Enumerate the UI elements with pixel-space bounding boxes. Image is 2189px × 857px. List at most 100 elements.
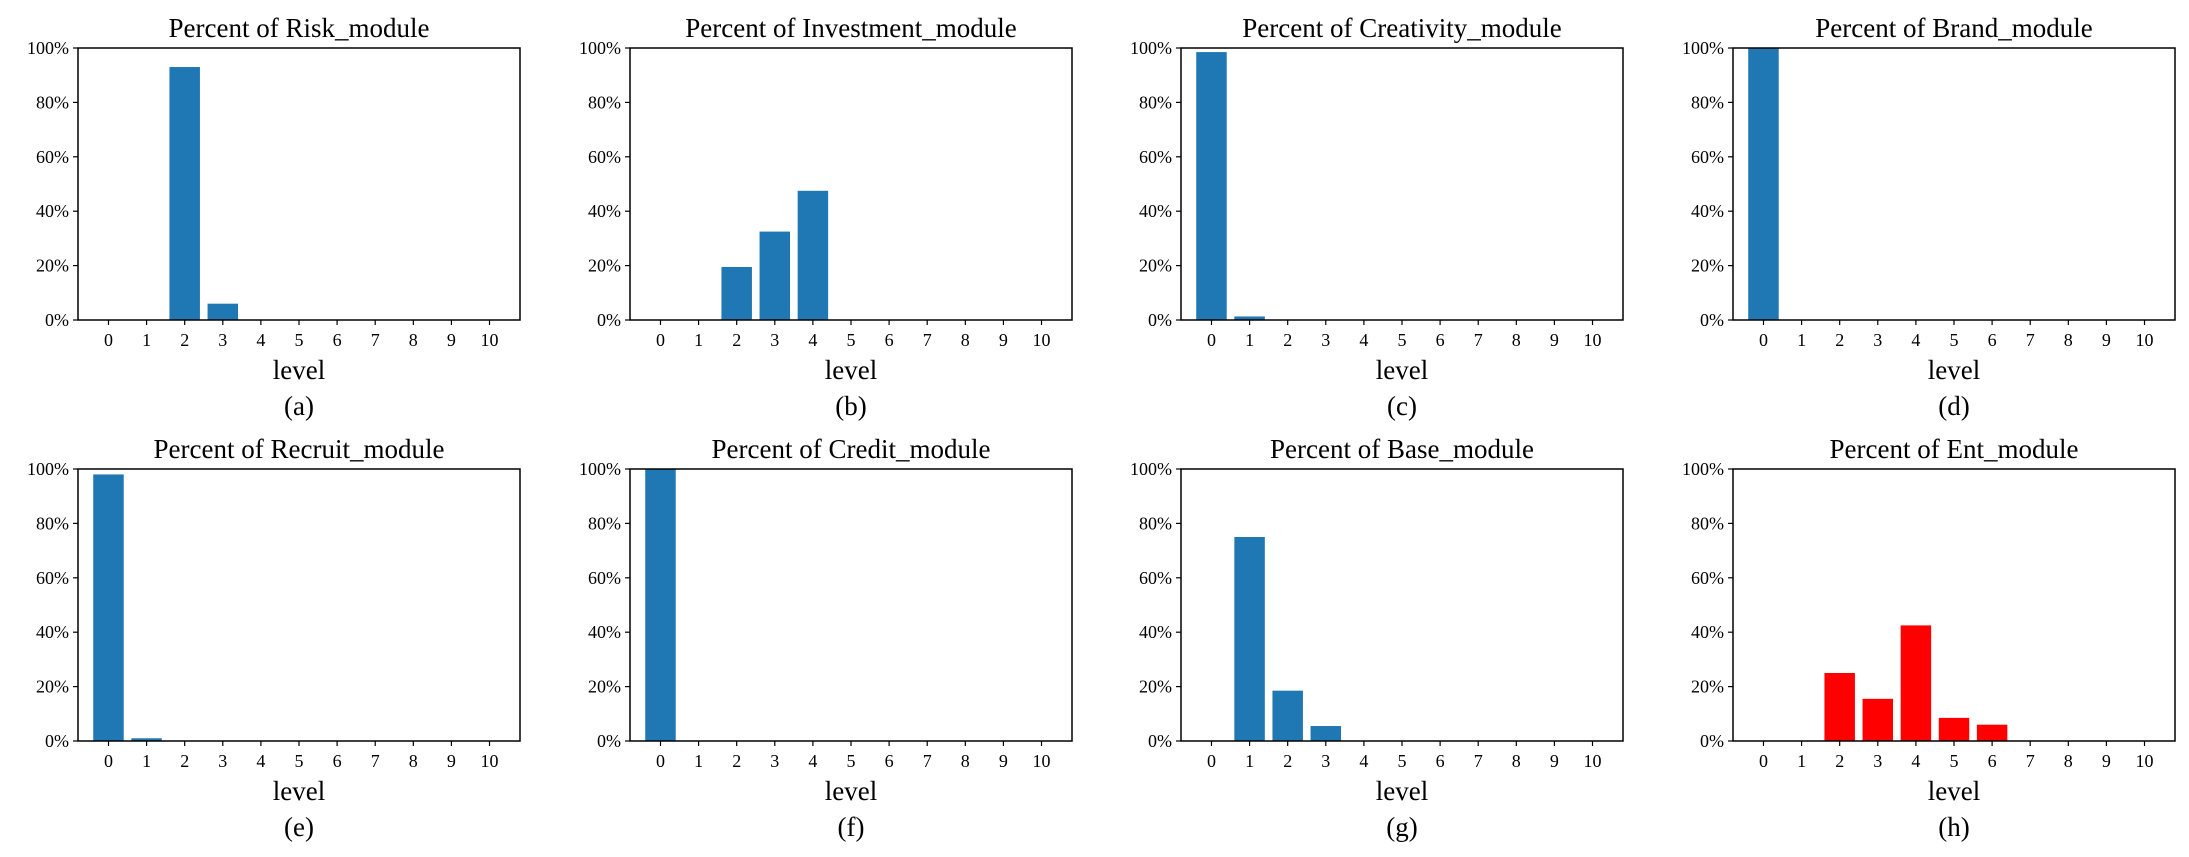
x-tick-label: 6: [333, 330, 342, 350]
x-tick-label: 2: [1835, 751, 1844, 771]
y-tick-label: 20%: [1691, 256, 1724, 276]
y-tick-label: 80%: [1139, 92, 1172, 112]
x-tick-label: 9: [1550, 330, 1559, 350]
x-tick-label: 2: [1283, 330, 1292, 350]
chart-panel-6: 0% 20% 40% 60% 80% 100% 0 1 2 3 4 5 6 7 8 9 10 Percent of…: [1130, 434, 1624, 842]
y-tick-label: 0%: [1700, 310, 1724, 330]
bar-level-4: [797, 190, 829, 320]
subplot-caption: (f): [838, 812, 865, 842]
y-tick-label: 20%: [1139, 256, 1172, 276]
bar-level-2: [721, 266, 752, 320]
chart-title: Percent of Credit_module: [712, 434, 991, 464]
x-tick-label: 5: [295, 751, 304, 771]
x-tick-label: 9: [999, 751, 1008, 771]
x-tick-label: 10: [2136, 751, 2154, 771]
y-tick-label: 40%: [588, 201, 621, 221]
y-tick-label: 60%: [1139, 147, 1172, 167]
chart-title: Percent of Creativity_module: [1242, 13, 1561, 43]
x-tick-label: 6: [1988, 330, 1997, 350]
subplot-caption: (h): [1938, 812, 1969, 842]
x-tick-label: 5: [1950, 330, 1959, 350]
y-tick-label: 80%: [1691, 92, 1724, 112]
y-tick-label: 80%: [36, 513, 69, 533]
subplot-caption: (g): [1386, 812, 1417, 842]
bar-level-2: [1272, 690, 1303, 741]
x-axis-label: level: [273, 355, 325, 385]
subplot-caption: (b): [835, 391, 866, 421]
x-tick-label: 2: [180, 330, 189, 350]
y-tick-label: 100%: [1682, 38, 1724, 58]
x-tick-label: 9: [2102, 751, 2111, 771]
subplot-caption: (e): [284, 812, 314, 842]
chart-panel-5: 0% 20% 40% 60% 80% 100% 0 1 2 3 4 5 6 7 8 9 10 Percent of…: [579, 434, 1073, 842]
bar-level-1: [1234, 537, 1265, 741]
subplot-caption: (c): [1387, 391, 1417, 421]
x-tick-label: 0: [1759, 330, 1768, 350]
x-tick-label: 5: [1398, 751, 1407, 771]
y-tick-label: 0%: [1148, 731, 1172, 751]
plot-frame: [629, 468, 1073, 742]
y-tick-label: 80%: [588, 513, 621, 533]
x-tick-label: 8: [409, 751, 418, 771]
y-tick-label: 60%: [36, 147, 69, 167]
x-tick-label: 1: [1245, 330, 1254, 350]
y-tick-label: 40%: [588, 622, 621, 642]
x-tick-label: 1: [694, 330, 703, 350]
y-tick-label: 40%: [1691, 622, 1724, 642]
y-tick-label: 80%: [36, 92, 69, 112]
y-tick-label: 100%: [579, 459, 621, 479]
chart-title: Percent of Brand_module: [1815, 13, 2092, 43]
bar-level-3: [1862, 698, 1894, 741]
y-tick-label: 100%: [1682, 459, 1724, 479]
x-tick-label: 2: [180, 751, 189, 771]
y-tick-label: 100%: [1130, 459, 1172, 479]
y-tick-label: 0%: [45, 731, 69, 751]
y-tick-label: 20%: [1691, 677, 1724, 697]
x-tick-label: 0: [104, 751, 113, 771]
x-tick-label: 1: [1245, 751, 1254, 771]
x-tick-label: 3: [218, 330, 227, 350]
x-tick-label: 4: [256, 330, 265, 350]
x-tick-label: 8: [2064, 751, 2073, 771]
x-tick-label: 6: [1436, 330, 1445, 350]
bar-level-1: [1234, 316, 1265, 320]
y-tick-label: 20%: [36, 677, 69, 697]
x-tick-label: 5: [1950, 751, 1959, 771]
chart-panel-2: 0% 20% 40% 60% 80% 100% 0 1 2 3 4 5 6 7 8 9 10 Percent of…: [1130, 13, 1624, 421]
x-tick-label: 8: [1512, 751, 1521, 771]
bar-level-0: [645, 469, 676, 741]
chart-panel-3: 0% 20% 40% 60% 80% 100% 0 1 2 3 4 5 6 7 8 9 10 Percent of…: [1682, 13, 2176, 421]
plot-frame: [1732, 47, 2176, 321]
x-tick-label: 10: [1584, 330, 1602, 350]
x-axis-label: level: [1376, 355, 1428, 385]
x-tick-label: 4: [808, 330, 817, 350]
y-tick-label: 40%: [1691, 201, 1724, 221]
x-tick-label: 7: [923, 330, 932, 350]
y-tick-label: 0%: [597, 310, 621, 330]
y-tick-label: 80%: [588, 92, 621, 112]
x-tick-label: 1: [1797, 330, 1806, 350]
x-tick-label: 9: [447, 751, 456, 771]
y-tick-label: 20%: [1139, 677, 1172, 697]
y-tick-label: 0%: [1148, 310, 1172, 330]
y-tick-label: 0%: [597, 731, 621, 751]
bar-level-0: [1748, 48, 1779, 320]
x-tick-label: 1: [1797, 751, 1806, 771]
x-tick-label: 8: [961, 330, 970, 350]
y-tick-label: 40%: [1139, 201, 1172, 221]
x-tick-label: 3: [1321, 330, 1330, 350]
x-tick-label: 10: [1033, 751, 1051, 771]
y-tick-label: 20%: [36, 256, 69, 276]
x-tick-label: 7: [923, 751, 932, 771]
x-axis-label: level: [825, 776, 877, 806]
x-axis-label: level: [1376, 776, 1428, 806]
y-tick-label: 20%: [588, 677, 621, 697]
chart-panel-0: 0% 20% 40% 60% 80% 100% 0 1 2 3 4 5 6 7 8 9 10 Percent of…: [27, 13, 521, 421]
x-tick-label: 3: [1321, 751, 1330, 771]
plot-frame: [77, 47, 521, 321]
x-tick-label: 2: [1283, 751, 1292, 771]
bar-level-2: [169, 67, 200, 320]
chart-title: Percent of Recruit_module: [154, 434, 445, 464]
bar-level-3: [207, 303, 239, 320]
x-axis-label: level: [273, 776, 325, 806]
